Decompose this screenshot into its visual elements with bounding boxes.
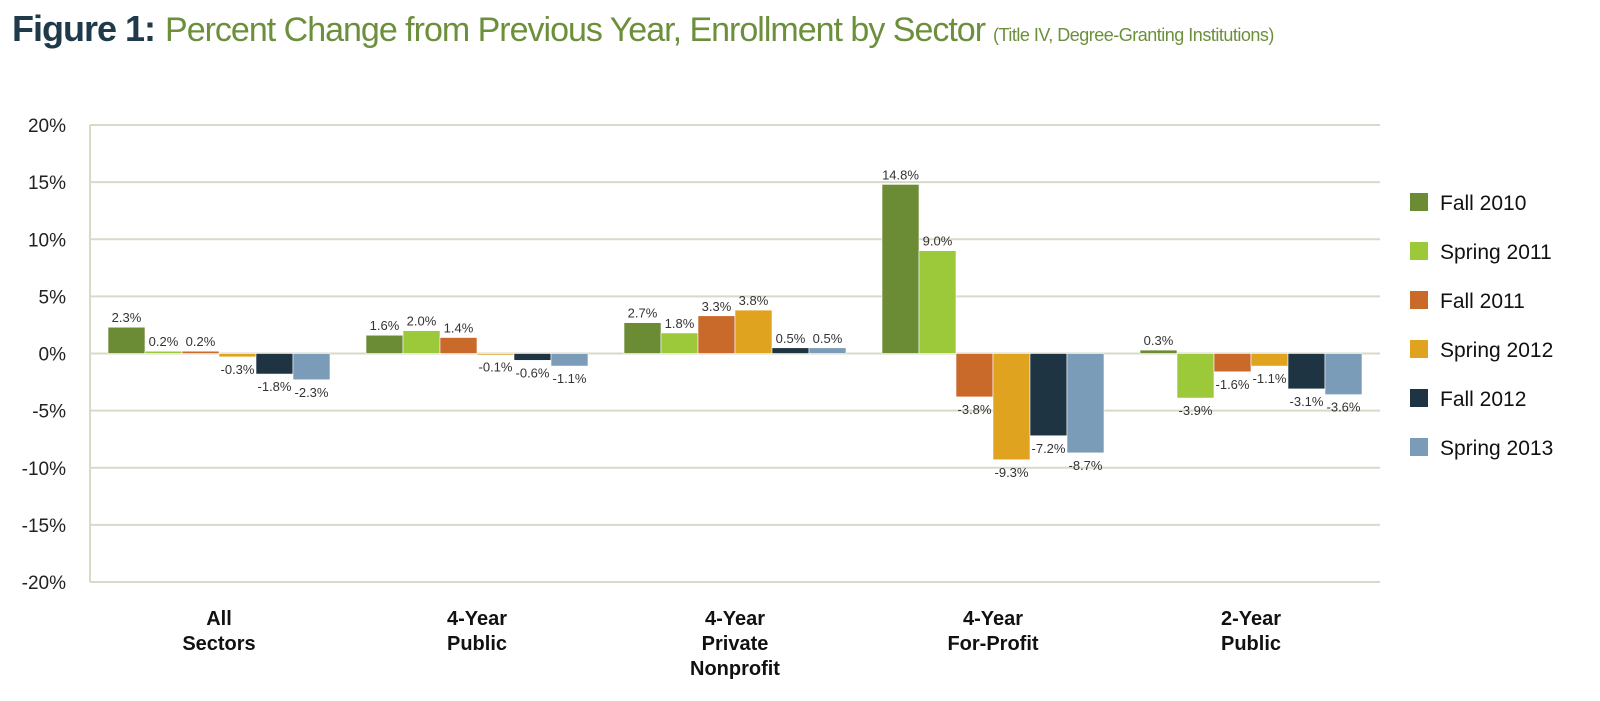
data-label: -3.8% — [958, 402, 992, 417]
data-label: 2.7% — [628, 306, 658, 321]
chart-title: Percent Change from Previous Year, Enrol… — [165, 11, 986, 49]
y-tick-label: 10% — [28, 230, 66, 251]
data-label: 0.2% — [186, 334, 216, 349]
bar — [1213, 353, 1252, 373]
bar — [992, 353, 1031, 461]
data-label: 2.0% — [407, 314, 437, 329]
bar — [144, 350, 183, 354]
bar — [1176, 353, 1215, 399]
legend-label: Fall 2011 — [1440, 290, 1525, 313]
y-tick-label: 20% — [28, 116, 66, 137]
y-tick-label: -20% — [22, 573, 66, 594]
data-label: -1.8% — [258, 379, 292, 394]
bar — [550, 353, 589, 367]
data-label: 9.0% — [923, 234, 953, 249]
data-label: -3.1% — [1290, 394, 1324, 409]
bar — [513, 353, 552, 361]
bar — [365, 334, 404, 354]
x-category-label: Private — [702, 633, 769, 655]
data-label: -3.9% — [1179, 403, 1213, 418]
data-label: 0.5% — [776, 331, 806, 346]
legend-swatch — [1410, 389, 1428, 407]
bar — [439, 337, 478, 354]
bar — [476, 353, 515, 356]
bar — [1287, 353, 1326, 390]
y-tick-label: -15% — [22, 516, 66, 537]
chart-subtitle: (Title IV, Degree-Granting Institutions) — [993, 25, 1274, 45]
legend-label: Spring 2011 — [1440, 241, 1552, 264]
bar — [1066, 353, 1105, 454]
bar — [1324, 353, 1363, 395]
bar — [881, 184, 920, 354]
data-label: 14.8% — [882, 167, 919, 182]
legend-label: Fall 2010 — [1440, 192, 1526, 215]
data-label: -7.2% — [1032, 441, 1066, 456]
data-label: -0.6% — [516, 365, 550, 380]
data-label: 0.5% — [813, 331, 843, 346]
data-label: -1.1% — [553, 371, 587, 386]
data-label: 0.2% — [149, 334, 179, 349]
bar — [955, 353, 994, 398]
bar — [1139, 349, 1178, 354]
y-tick-label: 15% — [28, 173, 66, 194]
bar — [734, 309, 773, 354]
data-label: -9.3% — [995, 465, 1029, 480]
y-tick-label: -10% — [22, 459, 66, 480]
x-category-label: Sectors — [182, 633, 255, 655]
data-label: -1.6% — [1216, 377, 1250, 392]
y-tick-label: -5% — [32, 402, 66, 423]
bar — [181, 350, 220, 354]
legend-swatch — [1410, 438, 1428, 456]
bar — [918, 250, 957, 354]
data-label: -3.6% — [1327, 400, 1361, 415]
bar — [808, 347, 847, 354]
x-category-label: Nonprofit — [690, 658, 780, 680]
y-tick-label: 0% — [39, 345, 67, 366]
data-label: 3.8% — [739, 293, 769, 308]
data-label: 1.8% — [665, 316, 695, 331]
bar — [697, 315, 736, 354]
bar — [771, 347, 810, 354]
legend-swatch — [1410, 340, 1428, 358]
data-label: -0.1% — [479, 360, 513, 375]
legend-swatch — [1410, 193, 1428, 211]
x-category-label: For-Profit — [947, 633, 1038, 655]
bar — [292, 353, 331, 381]
data-label: -1.1% — [1253, 371, 1287, 386]
x-category-label: Public — [447, 633, 507, 655]
chart-title-row: Figure 1: Percent Change from Previous Ye… — [12, 8, 1274, 50]
legend-swatch — [1410, 291, 1428, 309]
bar — [623, 322, 662, 354]
data-label: -0.3% — [221, 362, 255, 377]
bar — [660, 332, 699, 354]
x-category-label: 4-Year — [963, 608, 1023, 630]
y-tick-label: 5% — [39, 287, 67, 308]
bar — [402, 330, 441, 354]
x-category-label: All — [206, 608, 232, 630]
x-category-label: 4-Year — [447, 608, 507, 630]
legend-label: Fall 2012 — [1440, 388, 1526, 411]
data-label: -2.3% — [295, 385, 329, 400]
legend-label: Spring 2012 — [1440, 339, 1553, 362]
bar — [218, 353, 257, 358]
bar — [1250, 353, 1289, 367]
x-category-label: 2-Year — [1221, 608, 1281, 630]
x-category-label: 4-Year — [705, 608, 765, 630]
legend-label: Spring 2013 — [1440, 437, 1553, 460]
x-category-label: Public — [1221, 633, 1281, 655]
bar — [107, 326, 146, 354]
data-label: 1.4% — [444, 321, 474, 336]
data-label: 0.3% — [1144, 333, 1174, 348]
legend-swatch — [1410, 242, 1428, 260]
data-label: 2.3% — [112, 310, 142, 325]
data-label: 3.3% — [702, 299, 732, 314]
data-label: -8.7% — [1069, 458, 1103, 473]
figure-label: Figure 1: — [12, 8, 156, 49]
bar — [1029, 353, 1068, 437]
bar — [255, 353, 294, 375]
data-label: 1.6% — [370, 318, 400, 333]
